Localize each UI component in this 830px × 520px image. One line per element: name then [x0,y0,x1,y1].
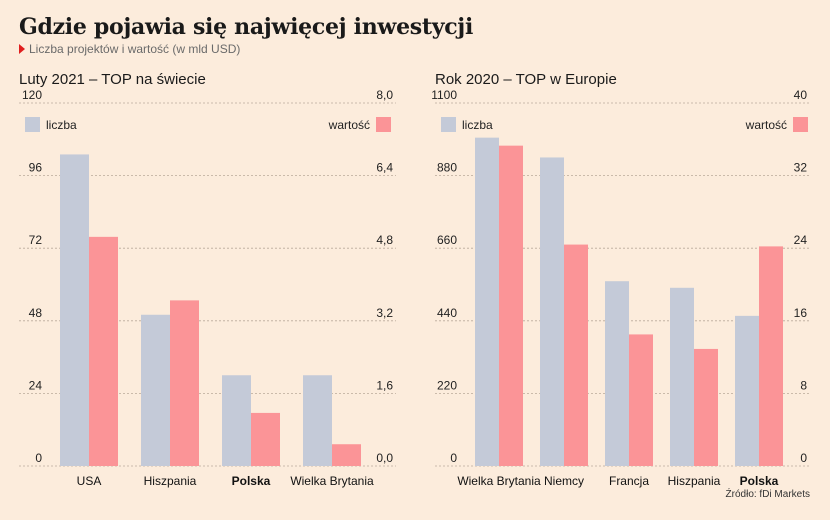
subtitle-text: Liczba projektów i wartość (w mld USD) [29,42,241,56]
x-tick-label: Hiszpania [668,474,721,488]
y-tick-right: 4,8 [376,233,393,247]
y-tick-left: 0 [450,451,457,465]
legend-label-liczba: liczba [462,118,493,132]
y-tick-left: 1100 [431,88,457,102]
legend-label-wartosc: wartość [328,118,370,132]
x-tick-label: Francja [609,474,649,488]
y-tick-left: 660 [437,233,457,247]
bar-wartosc-hiszpania [170,300,199,466]
y-tick-right: 40 [794,88,808,102]
bar-wartosc-wielka-brytania [499,145,523,466]
page-title: Gdzie pojawia się najwięcej inwestycji [19,14,474,40]
subtitle: Liczba projektów i wartość (w mld USD) [19,42,240,56]
source-note: Źródło: fDi Markets [725,489,810,500]
y-tick-right: 32 [794,161,808,175]
bar-liczba-polska [735,315,759,466]
y-tick-right: 6,4 [376,161,393,175]
legend-label-liczba: liczba [46,118,77,132]
y-tick-right: 0,0 [376,451,393,465]
y-tick-left: 0 [35,451,42,465]
y-tick-right: 1,6 [376,378,393,392]
legend-swatch-liczba [25,117,40,132]
y-tick-left: 220 [437,378,457,392]
x-tick-label: Wielka Brytania [290,474,374,488]
bar-liczba-niemcy [540,157,564,466]
bar-liczba-polska [222,375,251,466]
legend-swatch-liczba [441,117,456,132]
y-tick-left: 880 [437,161,457,175]
y-tick-left: 96 [29,161,43,175]
bar-liczba-francja [605,281,629,466]
y-tick-left: 120 [22,88,42,102]
chart-world: 0 0,0 24 1,6 48 3,2 72 4,8 96 6,4 120 8,0 liczba wart… [19,88,396,488]
y-tick-left: 72 [29,233,43,247]
y-tick-left: 440 [437,306,457,320]
bar-liczba-hiszpania [670,287,694,466]
chart-title-europe: Rok 2020 – TOP w Europie [435,71,617,88]
bar-liczba-hiszpania [141,314,170,466]
legend-swatch-wartosc [793,117,808,132]
y-tick-right: 16 [794,306,808,320]
y-tick-right: 24 [794,233,808,247]
bar-wartosc-polska [251,412,280,466]
bar-wartosc-polska [759,246,783,466]
bar-liczba-usa [60,154,89,467]
x-tick-label: USA [77,474,102,488]
x-tick-label: Polska [232,474,271,488]
chart-title-world: Luty 2021 – TOP na świecie [19,71,206,88]
bar-wartosc-francja [629,334,653,466]
x-tick-label: Hiszpania [144,474,197,488]
y-tick-left: 48 [29,306,43,320]
y-tick-right: 8,0 [376,88,393,102]
bar-wartosc-wielka-brytania [332,444,361,466]
legend-swatch-wartosc [376,117,391,132]
x-tick-label: Polska [740,474,779,488]
bar-liczba-wielka-brytania [303,375,332,466]
bar-wartosc-hiszpania [694,348,718,466]
bar-wartosc-usa [89,236,118,466]
y-tick-right: 8 [800,378,807,392]
x-tick-label: Niemcy [544,474,584,488]
bar-wartosc-niemcy [564,244,588,466]
y-tick-right: 3,2 [376,306,393,320]
y-tick-right: 0 [800,451,807,465]
bar-liczba-wielka-brytania [475,137,499,466]
red-triangle-icon [19,44,25,54]
legend-label-wartosc: wartość [745,118,787,132]
y-tick-left: 24 [29,378,43,392]
x-tick-label: Wielka Brytania [457,474,541,488]
